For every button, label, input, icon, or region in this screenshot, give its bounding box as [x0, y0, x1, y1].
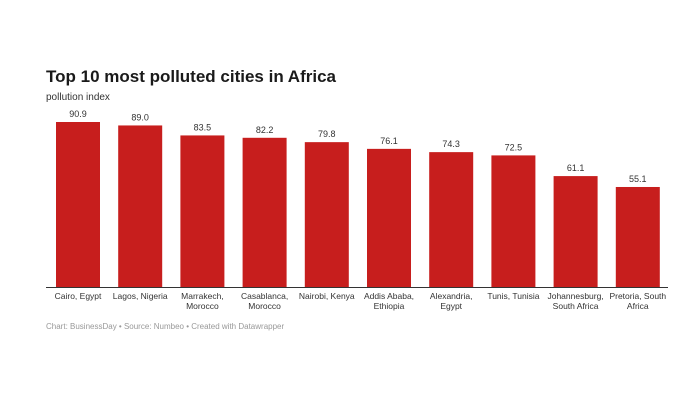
bar: [56, 122, 100, 287]
bar: [429, 152, 474, 287]
category-label: Alexandria, Egypt: [430, 291, 473, 311]
bar: [491, 155, 536, 287]
value-label: 74.3: [442, 139, 460, 149]
category-label: Tunis, Tunisia: [487, 291, 539, 301]
chart-title: Top 10 most polluted cities in Africa: [46, 67, 336, 86]
value-label: 83.5: [194, 122, 212, 132]
category-label: Lagos, Nigeria: [113, 291, 168, 301]
category-label: Addis Ababa, Ethiopia: [364, 291, 414, 311]
chart-subtitle: pollution index: [46, 92, 110, 103]
value-label: 79.8: [318, 129, 336, 139]
value-label: 61.1: [567, 163, 585, 173]
bar: [118, 125, 163, 287]
bar: [304, 142, 349, 287]
category-label: Casablanca, Morocco: [241, 291, 288, 311]
bar: [367, 148, 411, 287]
category-label: Johannesburg, South Africa: [547, 291, 603, 311]
category-label: Nairobi, Kenya: [299, 291, 355, 301]
chart-footer: Chart: BusinessDay • Source: Numbeo • Cr…: [46, 322, 285, 331]
value-label: 89.0: [131, 112, 149, 122]
bar: [615, 186, 660, 287]
value-label: 76.1: [380, 136, 398, 146]
value-label: 90.9: [69, 109, 87, 119]
value-label: 82.2: [256, 125, 274, 135]
bar: [553, 176, 598, 287]
value-label: 72.5: [505, 142, 523, 152]
category-label: Marrakech, Morocco: [181, 291, 224, 311]
bar: [242, 137, 287, 287]
category-label: Cairo, Egypt: [55, 291, 102, 301]
bar: [180, 135, 225, 287]
value-label: 55.1: [629, 174, 647, 184]
category-label: Pretoria, South Africa: [609, 291, 666, 311]
